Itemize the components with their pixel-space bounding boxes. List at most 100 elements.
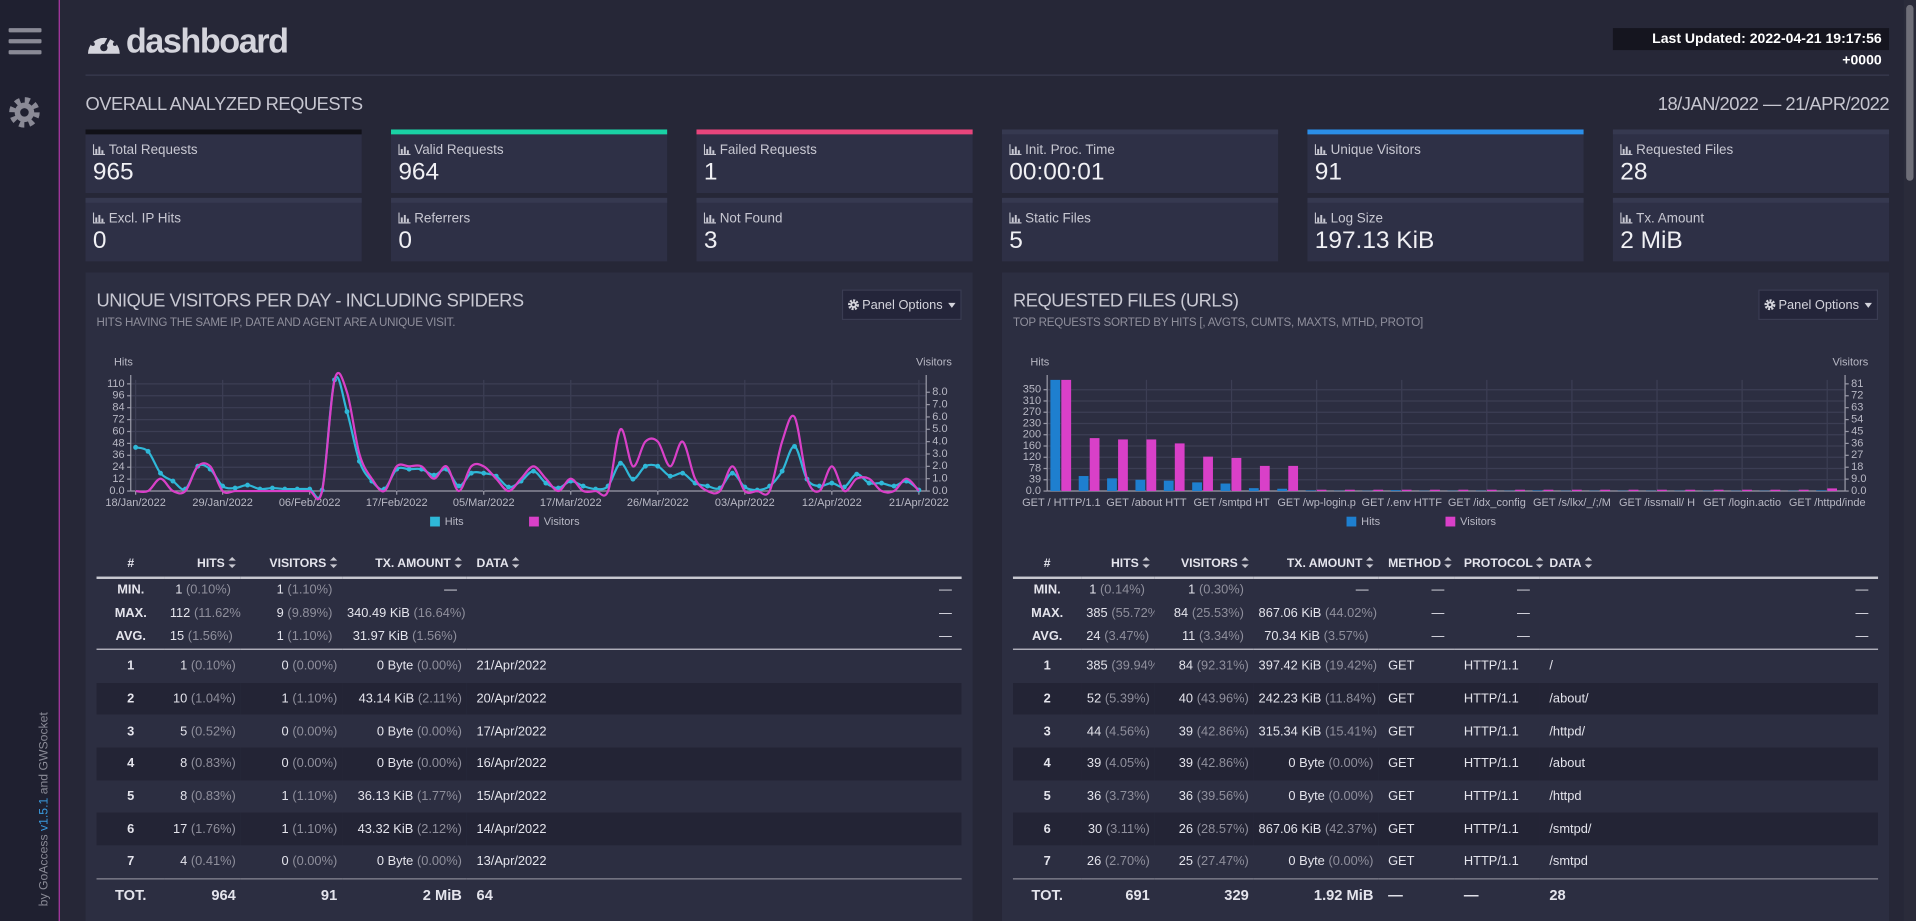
bar[interactable]	[1288, 465, 1299, 492]
footer-link[interactable]: GWSocket	[37, 712, 52, 771]
x-tick-label: GET /issmall/ H	[1619, 497, 1695, 509]
bar[interactable]	[1174, 443, 1185, 492]
column-header[interactable]: HITS	[1081, 549, 1155, 579]
data-row[interactable]: 4 8 (0.83%) 0 (0.00%) 0 Byte (0.00%) 16/Apr/202…	[96, 747, 962, 781]
data-row[interactable]: 7 26 (2.70%) 25 (27.47%) 0 Byte (0.00%) GET HTTP…	[1013, 845, 1878, 878]
data-row[interactable]: 6 30 (3.11%) 26 (28.57%) 867.06 KiB (42.37%) GE…	[1012, 812, 1879, 846]
data-cell: 13/Apr/2022	[476, 854, 547, 870]
data-row[interactable]: 3 5 (0.52%) 0 (0.00%) 0 Byte (0.00%) 17/Apr/202…	[97, 715, 962, 748]
bar[interactable]	[1515, 489, 1525, 492]
cell-value: 0	[281, 724, 289, 739]
bar[interactable]	[1192, 482, 1202, 492]
bar[interactable]	[1390, 490, 1401, 492]
card-icon	[1314, 212, 1327, 224]
data-row[interactable]: 5 36 (3.73%) 36 (39.56%) 0 Byte (0.00%) GET HTTP…	[1013, 780, 1878, 813]
bar[interactable]	[1220, 483, 1231, 492]
column-header[interactable]: VISITORS	[1154, 549, 1254, 579]
cell-value: 0	[281, 658, 289, 674]
bar[interactable]	[1742, 489, 1752, 492]
bar[interactable]	[1078, 476, 1089, 492]
bar[interactable]	[1816, 490, 1826, 492]
column-header[interactable]: DATA	[1539, 549, 1879, 579]
data-cell: GET	[1378, 747, 1455, 781]
column-header[interactable]: TX. AMOUNT	[342, 549, 467, 579]
bar[interactable]	[1146, 439, 1157, 492]
cell-value: 26	[1178, 821, 1194, 837]
bar[interactable]	[1628, 489, 1639, 492]
bar[interactable]	[1713, 489, 1724, 492]
data-point	[158, 470, 163, 476]
bar[interactable]	[1231, 457, 1242, 492]
cell-value: 4	[180, 854, 188, 870]
data-row[interactable]: 1 1 (0.10%) 0 (0.00%) 0 Byte (0.00%) 21/Apr/202…	[97, 649, 962, 682]
data-row[interactable]: 3 44 (4.56%) 39 (42.86%) 315.34 KiB (15.41%) GE…	[1013, 715, 1878, 748]
bar[interactable]	[1543, 489, 1554, 492]
bar[interactable]	[1118, 439, 1128, 492]
settings-icon[interactable]	[9, 96, 41, 128]
bar[interactable]	[1203, 456, 1213, 492]
bar[interactable]	[1571, 489, 1582, 492]
column-header[interactable]: VISITORS	[240, 549, 343, 579]
bar[interactable]	[1373, 489, 1384, 492]
bar[interactable]	[1277, 488, 1288, 492]
bar[interactable]	[1798, 489, 1809, 492]
column-header[interactable]: TX. AMOUNT	[1253, 549, 1379, 579]
data-cell: 0 (0.00%)	[241, 715, 342, 748]
bar[interactable]	[1305, 490, 1316, 492]
data-row[interactable]: 4 39 (4.05%) 39 (42.86%) 0 Byte (0.00%) GET HTTP…	[1012, 747, 1879, 781]
cell-value: 39	[1086, 756, 1102, 772]
bar[interactable]	[1163, 480, 1174, 492]
data-row[interactable]: 2 52 (5.39%) 40 (43.96%) 242.23 KiB (11.84%) GE…	[1012, 682, 1879, 716]
icon-part	[1314, 212, 1316, 224]
x-tick-label: 21/Apr/2022	[889, 497, 949, 509]
x-tick-label: GET / HTTP/1.1	[1022, 497, 1101, 509]
bar[interactable]	[1135, 479, 1146, 492]
bar[interactable]	[1050, 379, 1061, 492]
bar[interactable]	[1532, 490, 1543, 492]
bar[interactable]	[1685, 489, 1696, 492]
data-point	[481, 470, 487, 476]
bar[interactable]	[1600, 489, 1611, 492]
bar[interactable]	[1061, 379, 1072, 492]
summary-row: MIN. 1 (0.10%) 1 (1.10%) — —	[97, 578, 962, 602]
cell-percent: (43.96%)	[1196, 691, 1249, 707]
column-header[interactable]: METHOD	[1378, 549, 1455, 579]
panel-options-button[interactable]: Panel Options	[1758, 289, 1879, 321]
menu-icon[interactable]	[8, 27, 42, 56]
data-point	[456, 483, 462, 489]
bar[interactable]	[1401, 489, 1412, 492]
bar[interactable]	[1089, 438, 1100, 492]
data-cell: 25 (27.47%)	[1155, 845, 1254, 878]
card-value: 91	[1314, 158, 1342, 186]
bar[interactable]	[1107, 478, 1117, 492]
bar[interactable]	[1316, 489, 1327, 492]
panel-options-button[interactable]: Panel Options	[841, 289, 962, 321]
icon-part	[95, 217, 98, 223]
scroll-thumb[interactable]	[1906, 4, 1914, 181]
icon-part	[403, 146, 406, 154]
bar[interactable]	[1345, 489, 1355, 492]
icon-part	[1323, 150, 1326, 154]
column-header[interactable]: DATA	[466, 549, 962, 579]
bar[interactable]	[1486, 489, 1497, 492]
sort-icon	[454, 556, 462, 568]
data-row[interactable]: 5 8 (0.83%) 1 (1.10%) 36.13 KiB (1.77%) 15/Apr/…	[97, 780, 962, 813]
bar[interactable]	[1248, 488, 1259, 492]
bar[interactable]	[1770, 489, 1781, 492]
metric-card: Unique Visitors 91	[1307, 129, 1584, 193]
data-cell: 20/Apr/2022	[466, 682, 962, 716]
scrollbar[interactable]	[1903, 0, 1916, 921]
data-row[interactable]: 6 17 (1.76%) 1 (1.10%) 43.32 KiB (2.12%) 14/Apr…	[96, 812, 962, 846]
bar[interactable]	[1458, 489, 1469, 492]
bar[interactable]	[1430, 489, 1440, 492]
bar[interactable]	[1827, 488, 1837, 492]
footer-link[interactable]: GoAccess	[37, 834, 52, 891]
cell-percent: (1.10%)	[292, 789, 338, 804]
data-row[interactable]: 2 10 (1.04%) 1 (1.10%) 43.14 KiB (2.11%) 20/Apr…	[96, 682, 962, 716]
bar[interactable]	[1259, 465, 1270, 492]
column-header[interactable]: PROTOCOL	[1454, 549, 1544, 579]
data-row[interactable]: 7 4 (0.41%) 0 (0.00%) 0 Byte (0.00%) 13/Apr/202…	[97, 845, 962, 878]
column-header[interactable]: HITS	[164, 549, 241, 579]
bar[interactable]	[1657, 489, 1667, 492]
